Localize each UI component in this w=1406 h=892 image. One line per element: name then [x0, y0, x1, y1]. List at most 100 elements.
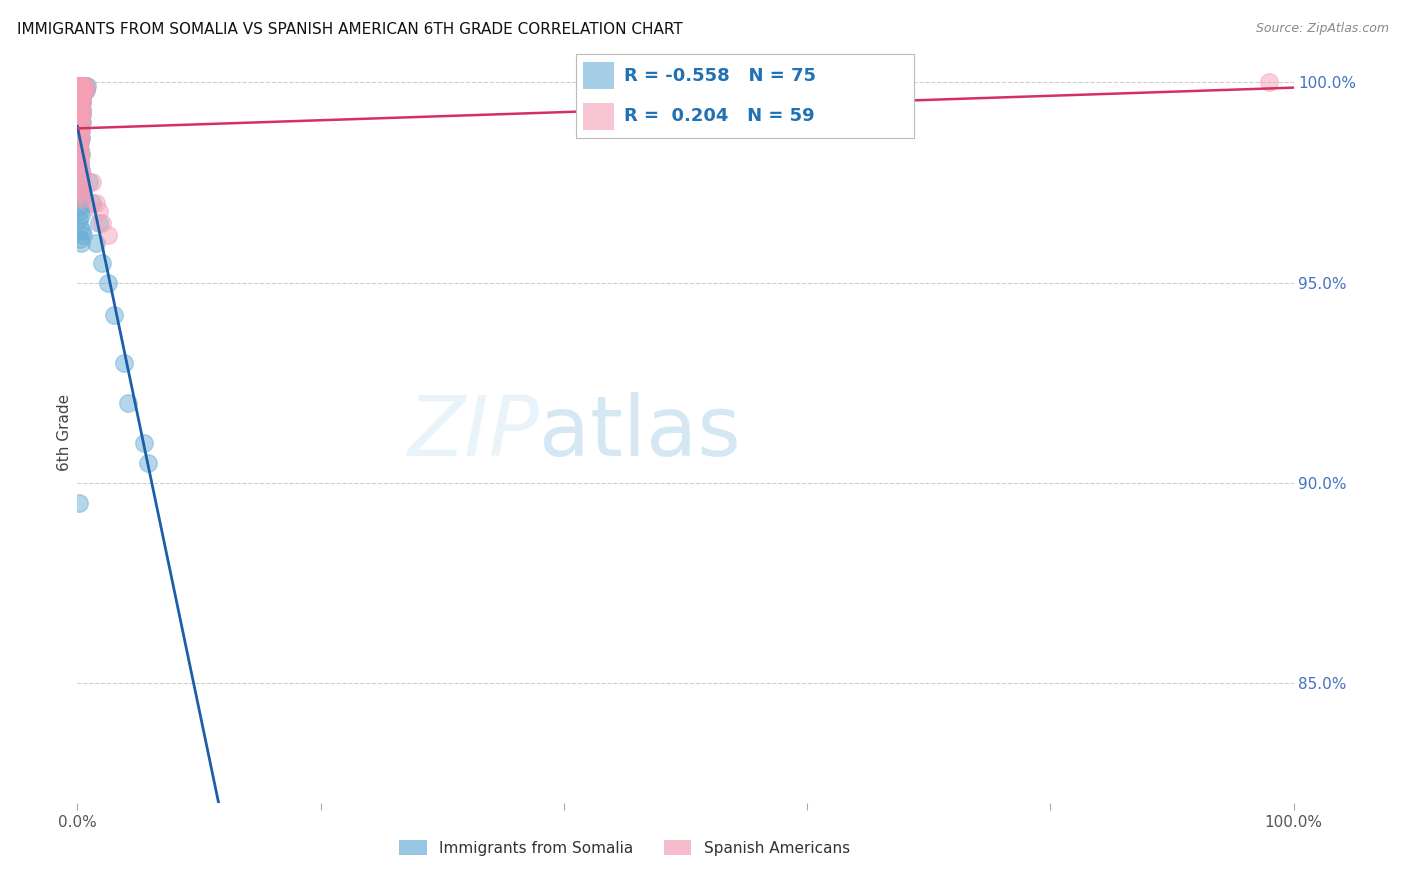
- Point: [72, 79, 94, 94]
- Point: [69, 155, 91, 169]
- Point: [70, 115, 93, 129]
- Point: [67, 496, 90, 510]
- Point: [69, 187, 91, 202]
- Point: [70, 95, 93, 110]
- Point: [70, 103, 93, 118]
- Point: [70, 79, 93, 94]
- Point: [67, 123, 90, 137]
- Text: R =  0.204   N = 59: R = 0.204 N = 59: [624, 107, 814, 125]
- Point: [69, 103, 91, 118]
- Point: [117, 395, 139, 409]
- Point: [69, 87, 91, 102]
- Point: [67, 79, 90, 94]
- Point: [69, 99, 91, 113]
- Point: [76, 79, 98, 94]
- Point: [72, 83, 94, 97]
- Point: [69, 103, 91, 118]
- Legend: Immigrants from Somalia, Spanish Americans: Immigrants from Somalia, Spanish America…: [394, 834, 856, 862]
- Point: [70, 147, 93, 161]
- Point: [70, 87, 93, 102]
- Point: [67, 95, 90, 110]
- Point: [69, 128, 91, 142]
- Point: [70, 107, 93, 121]
- FancyBboxPatch shape: [583, 103, 613, 130]
- Point: [69, 144, 91, 158]
- Point: [69, 155, 91, 169]
- Text: R = -0.558   N = 75: R = -0.558 N = 75: [624, 67, 815, 85]
- Point: [70, 168, 93, 182]
- Point: [67, 91, 90, 105]
- Point: [67, 200, 90, 214]
- Point: [70, 112, 93, 126]
- Point: [67, 168, 90, 182]
- Point: [70, 91, 93, 105]
- Point: [70, 83, 93, 97]
- Point: [69, 83, 91, 97]
- Point: [69, 219, 91, 234]
- Point: [103, 308, 125, 322]
- Point: [69, 231, 91, 245]
- Point: [134, 435, 156, 450]
- Point: [67, 87, 90, 102]
- Point: [69, 87, 91, 102]
- Point: [97, 227, 120, 242]
- Point: [72, 87, 94, 102]
- Point: [72, 227, 94, 242]
- Point: [69, 83, 91, 97]
- Point: [67, 171, 90, 186]
- Point: [67, 95, 90, 110]
- Point: [67, 107, 90, 121]
- Point: [67, 79, 90, 94]
- Point: [69, 83, 91, 97]
- Point: [80, 195, 103, 210]
- Point: [67, 152, 90, 166]
- Point: [70, 112, 93, 126]
- Point: [67, 107, 90, 121]
- Point: [84, 235, 107, 250]
- Point: [70, 103, 93, 118]
- Point: [67, 123, 90, 137]
- Point: [72, 79, 94, 94]
- Point: [69, 160, 91, 174]
- Point: [69, 136, 91, 150]
- Point: [70, 235, 93, 250]
- Point: [73, 79, 96, 94]
- Point: [70, 79, 93, 94]
- Point: [70, 87, 93, 102]
- Point: [89, 203, 111, 218]
- Point: [67, 91, 90, 105]
- Point: [67, 139, 90, 153]
- Point: [70, 107, 93, 121]
- Point: [69, 128, 91, 142]
- FancyBboxPatch shape: [583, 62, 613, 89]
- Point: [112, 355, 135, 369]
- Point: [97, 276, 120, 290]
- Point: [69, 99, 91, 113]
- Point: [70, 83, 93, 97]
- Point: [70, 87, 93, 102]
- Point: [70, 83, 93, 97]
- Point: [70, 79, 93, 94]
- Point: [73, 79, 96, 94]
- Point: [136, 456, 159, 470]
- Point: [70, 131, 93, 145]
- Point: [67, 152, 90, 166]
- Text: IMMIGRANTS FROM SOMALIA VS SPANISH AMERICAN 6TH GRADE CORRELATION CHART: IMMIGRANTS FROM SOMALIA VS SPANISH AMERI…: [17, 22, 683, 37]
- Point: [70, 223, 93, 237]
- Point: [70, 83, 93, 97]
- Point: [80, 176, 103, 190]
- Point: [67, 115, 90, 129]
- Text: atlas: atlas: [540, 392, 741, 473]
- Point: [79, 176, 101, 190]
- Point: [70, 99, 93, 113]
- Point: [69, 83, 91, 97]
- Point: [67, 139, 90, 153]
- Text: ZIP: ZIP: [408, 392, 540, 473]
- Point: [72, 83, 94, 97]
- Point: [67, 115, 90, 129]
- Point: [69, 120, 91, 134]
- Y-axis label: 6th Grade: 6th Grade: [56, 394, 72, 471]
- Point: [70, 83, 93, 97]
- Point: [70, 99, 93, 113]
- Point: [70, 207, 93, 221]
